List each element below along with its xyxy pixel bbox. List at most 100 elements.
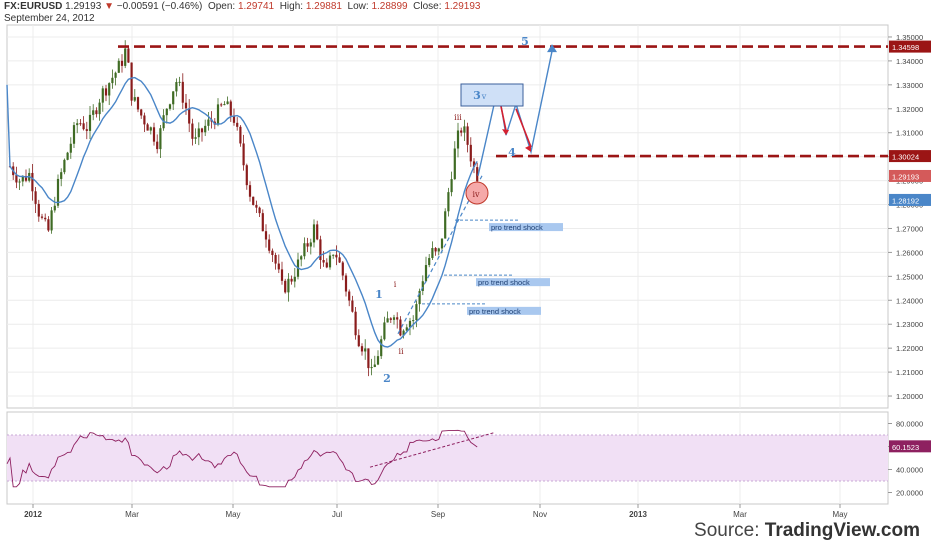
last-price-tag: 1.29193 xyxy=(892,172,919,181)
level-high-tag-bg xyxy=(889,40,931,53)
candle-body xyxy=(66,152,69,160)
candle-body xyxy=(287,278,290,293)
x-tick-label: Mar xyxy=(733,510,747,519)
x-tick-label: Sep xyxy=(431,510,446,519)
rsi-y-tick-label: 40.0000 xyxy=(896,466,923,475)
high-value: 1.29881 xyxy=(305,1,342,12)
candle-body xyxy=(242,143,245,166)
candle-body xyxy=(373,364,376,367)
candle-body xyxy=(56,178,60,206)
candle-body xyxy=(319,239,322,261)
candle-body xyxy=(277,263,280,270)
shock-label: pro trend shock xyxy=(469,307,521,316)
red-arrowhead xyxy=(525,144,531,152)
x-tick-label: Jul xyxy=(332,510,342,519)
last-price-label: 1.29193 xyxy=(65,1,102,12)
candle-body xyxy=(248,185,252,197)
ma-value-tag: 1.28192 xyxy=(892,196,919,205)
x-tick-label: 2013 xyxy=(629,510,647,519)
candle-body xyxy=(69,143,72,153)
red-arrowhead xyxy=(502,129,509,136)
candle-body xyxy=(476,167,479,182)
candle-body xyxy=(204,125,207,133)
candle-body xyxy=(440,238,444,249)
candle-body xyxy=(220,104,223,106)
candle-body xyxy=(172,91,175,105)
candle-body xyxy=(399,319,402,336)
candle-body xyxy=(444,211,447,239)
shock-box xyxy=(476,278,550,287)
candle-body xyxy=(95,110,98,115)
rsi-band xyxy=(7,435,888,481)
price-header: FX:EURUSD 1.29193 ▼ −0.00591 (−0.46%) Op… xyxy=(4,1,480,13)
candle-body xyxy=(104,88,108,96)
candle-body xyxy=(328,255,332,268)
candle-body xyxy=(18,181,21,183)
candle-body xyxy=(306,243,309,247)
change-down-icon: ▼ xyxy=(104,1,114,12)
wave-label: v xyxy=(481,92,487,101)
wave-label: iii xyxy=(454,113,462,122)
x-tick-label: Nov xyxy=(533,510,547,519)
support-trendline xyxy=(397,175,483,335)
candle-body xyxy=(360,346,364,352)
candle-body xyxy=(469,144,472,162)
candle-body xyxy=(453,148,456,180)
candle-body xyxy=(335,254,338,258)
candle-body xyxy=(143,115,146,125)
rsi-trendline xyxy=(369,432,495,468)
candle-body xyxy=(344,275,348,292)
x-tick-label: May xyxy=(225,510,240,519)
candle-body xyxy=(348,291,351,301)
candle-body xyxy=(364,348,367,352)
candle-body xyxy=(120,60,124,66)
wave-label: ii xyxy=(398,347,404,356)
candle-body xyxy=(188,108,191,124)
x-tick-label: May xyxy=(832,510,847,519)
source-prefix: Source: xyxy=(694,520,765,541)
wave-label: 1 xyxy=(375,288,383,301)
y-tick-label: 1.24000 xyxy=(896,296,923,305)
candle-body xyxy=(194,137,197,139)
candle-body xyxy=(447,192,450,212)
y-tick-label: 1.32000 xyxy=(896,105,923,114)
candle-body xyxy=(472,161,476,168)
candle-body xyxy=(15,175,18,183)
candle-body xyxy=(424,265,428,282)
candle-body xyxy=(280,269,284,281)
candle-body xyxy=(415,304,418,321)
y-tick-label: 1.20000 xyxy=(896,392,923,401)
candle-body xyxy=(338,257,341,263)
candle-body xyxy=(303,243,306,257)
candle-body xyxy=(460,130,463,133)
candle-body xyxy=(149,127,152,131)
candle-body xyxy=(181,81,184,103)
candle-body xyxy=(389,318,392,320)
candle-body xyxy=(268,239,271,251)
candle-body xyxy=(24,175,28,181)
candle-body xyxy=(380,339,383,357)
level-high-tag: 1.34598 xyxy=(892,43,919,52)
y-tick-label: 1.31000 xyxy=(896,129,923,138)
rsi-value-tag: 60.1523 xyxy=(892,443,919,452)
red-arrow xyxy=(515,108,532,148)
candle-body xyxy=(428,258,431,266)
candle-body xyxy=(229,101,232,116)
rsi-y-tick-label: 80.0000 xyxy=(896,420,923,429)
source-name: TradingView.com xyxy=(764,520,920,541)
candle-body xyxy=(300,256,303,260)
candle-body xyxy=(383,322,386,340)
wave3-target-box xyxy=(460,83,524,107)
wave-label: 4 xyxy=(508,146,516,159)
candle-body xyxy=(108,83,111,96)
wave-label: 3 xyxy=(473,89,481,102)
candle-body xyxy=(34,191,37,204)
candle-body xyxy=(60,172,63,179)
candle-body xyxy=(133,97,136,101)
candle-body xyxy=(47,219,50,231)
candle-body xyxy=(72,125,76,144)
candle-body xyxy=(386,318,389,323)
candle-body xyxy=(392,317,396,320)
candle-body xyxy=(114,72,117,78)
